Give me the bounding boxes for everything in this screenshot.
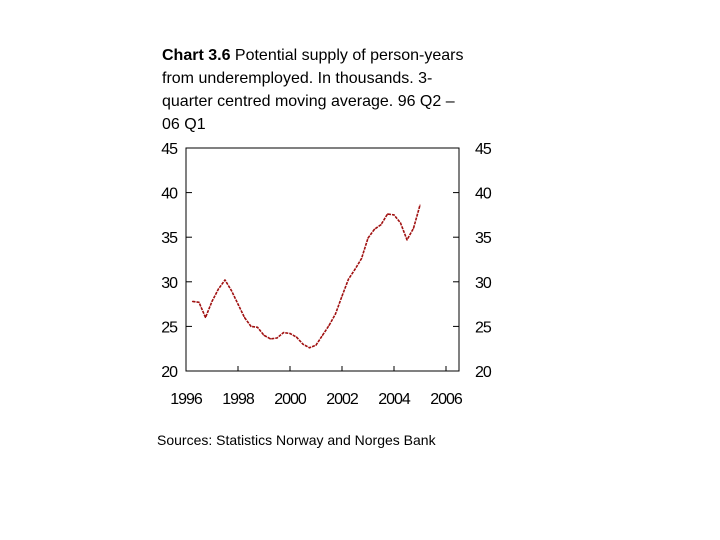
chart-title: Chart 3.6 Potential supply of person-yea… (162, 44, 472, 136)
y-tick-label-left: 45 (161, 141, 178, 158)
data-point (328, 324, 330, 327)
chart-title-text: Potential supply of person-years from un… (162, 47, 464, 133)
x-tick-label: 2000 (274, 391, 307, 408)
x-tick-label: 1996 (170, 391, 203, 408)
data-point (256, 326, 259, 328)
data-point (334, 313, 337, 315)
data-point (289, 332, 291, 335)
y-tick-label-right: 20 (475, 364, 492, 381)
data-point (412, 227, 415, 229)
data-point (308, 347, 311, 349)
y-tick-label-right: 35 (475, 230, 492, 247)
x-tick-label: 2002 (326, 391, 359, 408)
x-tick-label: 2006 (430, 391, 463, 408)
data-point (341, 295, 343, 297)
data-point (224, 279, 226, 281)
data-point (211, 300, 213, 303)
data-point (367, 237, 369, 239)
data-point (295, 336, 298, 338)
x-tick-label: 2004 (378, 391, 411, 408)
series-line (192, 204, 421, 349)
data-point (302, 343, 304, 345)
data-point (237, 303, 239, 305)
data-point (406, 239, 408, 241)
data-point (269, 338, 272, 340)
data-point (393, 214, 395, 216)
y-tick-label-left: 20 (161, 364, 178, 381)
data-point (380, 224, 382, 226)
data-point (354, 268, 356, 270)
data-point (230, 290, 233, 292)
y-tick-label-right: 25 (475, 319, 492, 336)
data-point (204, 316, 207, 319)
y-tick-label-left: 35 (161, 230, 178, 247)
source-note: Sources: Statistics Norway and Norges Ba… (157, 432, 436, 448)
data-point (315, 344, 317, 346)
data-point (373, 228, 376, 230)
data-point (217, 288, 220, 290)
data-point (419, 204, 421, 206)
data-point (191, 300, 194, 303)
y-tick-label-left: 40 (161, 186, 178, 203)
y-tick-label-right: 45 (475, 141, 492, 158)
chart-title-prefix: Chart 3.6 (162, 47, 231, 64)
data-point (243, 316, 246, 319)
data-point (276, 337, 278, 339)
y-tick-label-right: 30 (475, 275, 492, 292)
y-tick-label-right: 40 (475, 186, 492, 203)
data-point (360, 258, 363, 260)
data-point (250, 325, 252, 327)
y-tick-label-left: 30 (161, 275, 178, 292)
data-point (386, 213, 389, 215)
data-point (399, 222, 402, 224)
data-point (321, 334, 324, 336)
data-point (282, 332, 285, 334)
plot-frame (185, 147, 460, 372)
data-point (263, 334, 265, 336)
x-tick-label: 1998 (222, 391, 255, 408)
y-tick-label-left: 25 (161, 319, 178, 336)
data-point (198, 301, 200, 303)
data-point (347, 278, 350, 280)
